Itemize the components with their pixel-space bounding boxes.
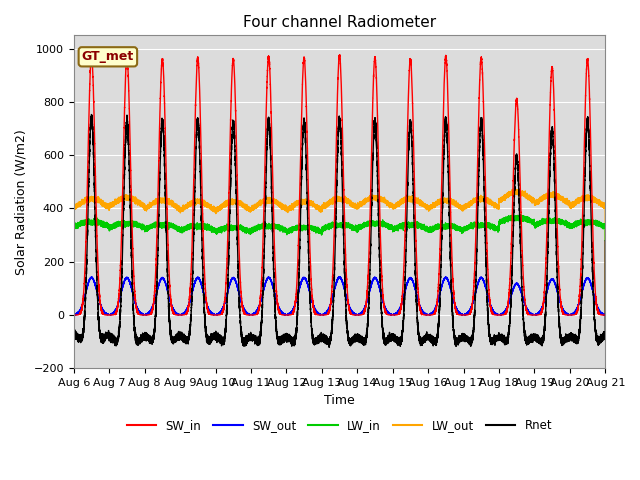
SW_in xyxy=(409,121,417,127)
LW_in xyxy=(70,224,77,229)
SW_out xyxy=(469,299,477,304)
Rnet xyxy=(602,238,609,244)
LW_out xyxy=(504,194,512,200)
SW_in xyxy=(504,300,512,305)
SW_out xyxy=(335,274,343,280)
LW_out xyxy=(98,201,106,207)
LW_out xyxy=(484,197,492,203)
Rnet xyxy=(70,331,77,336)
SW_out xyxy=(602,312,609,318)
SW_in xyxy=(98,308,106,313)
Line: SW_in: SW_in xyxy=(74,55,605,315)
Rnet xyxy=(98,337,106,343)
LW_out xyxy=(70,205,77,211)
SW_out xyxy=(504,302,512,308)
Line: Rnet: Rnet xyxy=(74,115,605,348)
LW_in xyxy=(98,220,106,226)
Rnet xyxy=(325,345,333,350)
Rnet xyxy=(409,181,417,187)
Rnet xyxy=(484,310,492,315)
Title: Four channel Radiometer: Four channel Radiometer xyxy=(243,15,436,30)
X-axis label: Time: Time xyxy=(324,394,355,407)
SW_out xyxy=(70,312,77,318)
SW_out xyxy=(98,305,106,311)
LW_in xyxy=(602,238,609,243)
SW_in xyxy=(602,312,609,318)
Y-axis label: Solar Radiation (W/m2): Solar Radiation (W/m2) xyxy=(15,129,28,275)
Legend: SW_in, SW_out, LW_in, LW_out, Rnet: SW_in, SW_out, LW_in, LW_out, Rnet xyxy=(122,414,557,437)
SW_out xyxy=(143,312,150,318)
SW_in xyxy=(469,293,477,299)
Rnet xyxy=(504,334,512,339)
LW_out xyxy=(497,196,505,202)
LW_in xyxy=(504,217,512,223)
SW_out xyxy=(484,292,492,298)
LW_in xyxy=(409,223,417,229)
Line: LW_out: LW_out xyxy=(74,190,605,315)
SW_in xyxy=(497,312,505,318)
LW_out xyxy=(409,197,417,203)
LW_in xyxy=(484,223,492,228)
SW_out xyxy=(497,312,505,317)
Line: SW_out: SW_out xyxy=(74,277,605,315)
LW_in xyxy=(516,212,524,217)
SW_in xyxy=(484,262,492,268)
Text: GT_met: GT_met xyxy=(82,50,134,63)
Line: LW_in: LW_in xyxy=(74,215,605,240)
Rnet xyxy=(469,330,477,336)
SW_in xyxy=(70,312,77,318)
SW_in xyxy=(336,52,344,58)
LW_out xyxy=(513,187,520,192)
SW_out xyxy=(409,279,417,285)
LW_in xyxy=(497,219,505,225)
LW_out xyxy=(469,198,477,204)
Rnet xyxy=(88,112,95,118)
LW_out xyxy=(602,312,609,318)
LW_in xyxy=(469,222,477,228)
Rnet xyxy=(497,335,505,341)
